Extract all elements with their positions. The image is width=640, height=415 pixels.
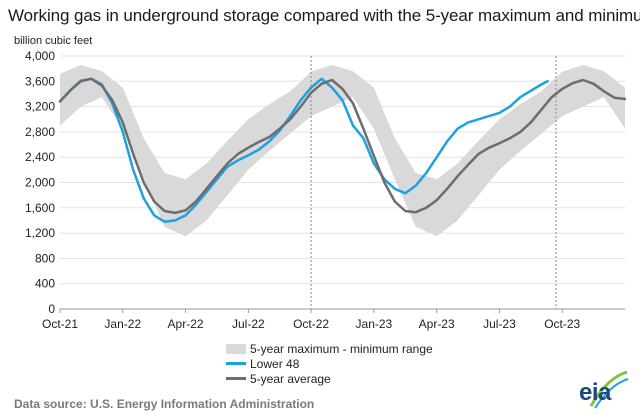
x-tick-label: Jul-23 (483, 317, 516, 331)
y-tick-label: 3,600 (25, 74, 55, 88)
chart-title: Working gas in underground storage compa… (8, 6, 640, 25)
legend-item-lower48: Lower 48 (226, 356, 433, 371)
legend-swatch-range (226, 343, 246, 354)
y-tick-label: 1,600 (25, 201, 55, 215)
y-tick-label: 800 (35, 251, 55, 265)
eia-logo: eia (577, 370, 629, 410)
x-tick-label: Apr-23 (419, 317, 455, 331)
eia-logo-swoosh-icon (589, 370, 629, 409)
chart-legend: 5-year maximum - minimum range Lower 48 … (226, 341, 433, 386)
y-tick-label: 2,800 (25, 125, 55, 139)
legend-label-average: 5-year average (250, 371, 331, 386)
eia-logo-text: eia (579, 379, 611, 406)
y-tick-label: 1,200 (25, 226, 55, 240)
legend-swatch-lower48 (226, 362, 246, 365)
y-tick-label: 3,200 (25, 100, 55, 114)
y-tick-label: 0 (48, 302, 55, 316)
data-source: Data source: U.S. Energy Information Adm… (14, 397, 315, 411)
y-tick-label: 2,400 (25, 150, 55, 164)
x-tick-label: Jan-23 (356, 317, 393, 331)
x-tick-label: Jan-22 (104, 317, 141, 331)
legend-item-range: 5-year maximum - minimum range (226, 341, 433, 356)
series-average-line (58, 77, 627, 215)
x-tick-label: Oct-21 (42, 317, 78, 331)
x-tick-label: Oct-22 (293, 317, 329, 331)
legend-item-average: 5-year average (226, 371, 433, 386)
x-tick-label: Oct-23 (544, 317, 580, 331)
y-axis-label: billion cubic feet (14, 35, 92, 47)
y-tick-label: 400 (35, 277, 55, 291)
legend-label-range: 5-year maximum - minimum range (250, 341, 433, 356)
y-tick-label: 4,000 (25, 49, 55, 63)
legend-swatch-average (226, 377, 246, 380)
series-lower48-line (58, 77, 549, 223)
y-tick-label: 2,000 (25, 176, 55, 190)
legend-label-lower48: Lower 48 (250, 356, 300, 371)
x-tick-label: Apr-22 (168, 317, 204, 331)
x-tick-label: Jul-22 (232, 317, 265, 331)
